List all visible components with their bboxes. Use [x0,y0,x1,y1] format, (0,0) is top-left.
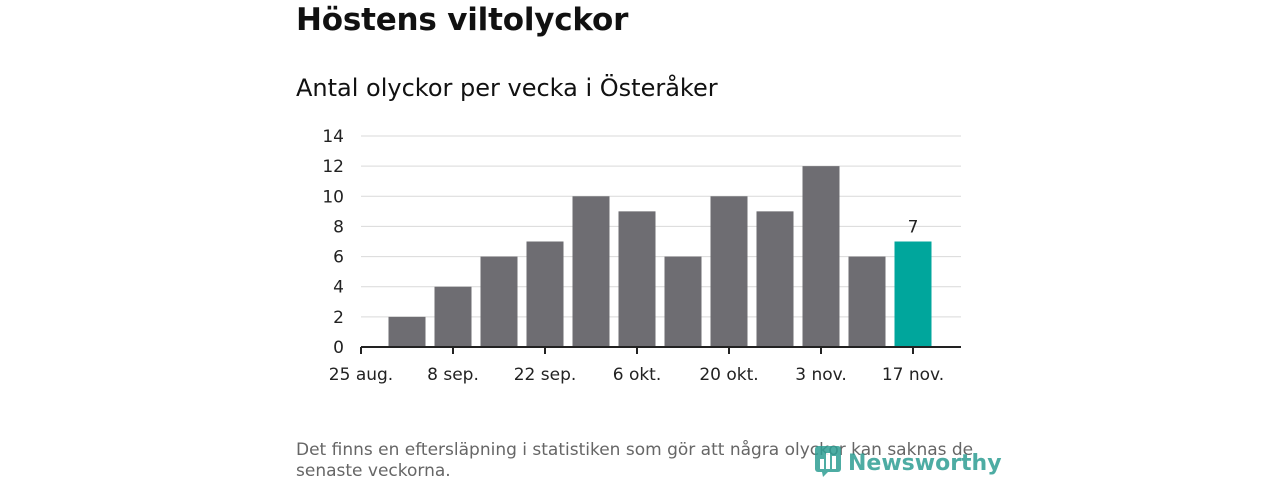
bar [388,316,426,347]
y-tick-label: 6 [333,248,344,268]
bar [802,166,840,347]
x-tick-label: 17 nov. [882,365,944,385]
newsworthy-logo: Newsworthy [814,445,1002,481]
x-axis [360,346,961,354]
value-labels: 7 [908,218,919,238]
y-tick-label: 4 [333,278,344,298]
y-tick-label: 10 [322,187,344,207]
y-tick-label: 2 [333,308,344,328]
x-tick-label: 3 nov. [795,365,847,385]
y-tick-label: 0 [333,338,344,358]
bars [388,166,932,347]
bar [710,196,748,347]
bar-chart: 0 2 4 6 8 10 12 14 25 aug. 8 sep. 22 sep. 6 okt. 20… [322,127,961,385]
y-tick-label: 14 [322,127,344,147]
chart-subtitle: Antal olyckor per vecka i Österåker [296,74,718,102]
bar [434,286,472,347]
x-tick-label: 6 okt. [613,365,662,385]
bar [526,241,564,347]
footnote: Det finns en eftersläpning i statistiken… [296,440,974,481]
bar [618,211,656,347]
x-tick-label: 8 sep. [427,365,479,385]
y-axis-tick-labels: 0 2 4 6 8 10 12 14 [322,127,344,358]
logo-text: Newsworthy [848,450,1002,476]
bar-highlight [894,241,932,347]
x-axis-tick-labels: 25 aug. 8 sep. 22 sep. 6 okt. 20 okt. 3 nov. 1… [329,365,944,385]
bar-chart-icon [814,445,842,481]
chart-title: Höstens viltolyckor [296,2,629,38]
bar [572,196,610,347]
bar [664,256,702,347]
bar [848,256,886,347]
x-tick-label: 20 okt. [699,365,758,385]
y-tick-label: 12 [322,157,344,177]
x-tick-label: 22 sep. [514,365,577,385]
bar [480,256,518,347]
x-tick-label: 25 aug. [329,365,393,385]
y-tick-label: 8 [333,217,344,237]
bar [756,211,794,347]
highlight-value-label: 7 [908,218,919,238]
